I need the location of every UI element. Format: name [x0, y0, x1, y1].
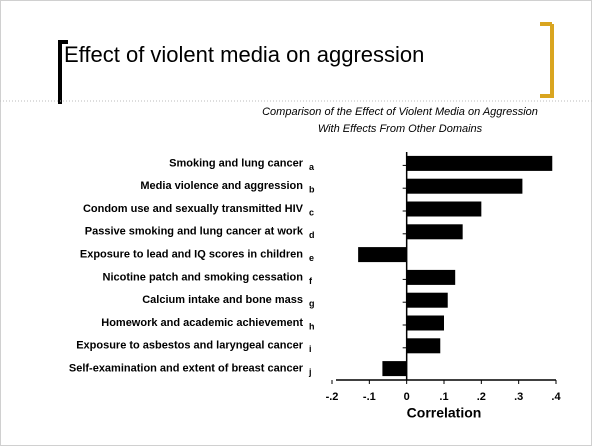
- bar: [406, 224, 463, 240]
- y-tick-letter: i: [309, 344, 312, 354]
- bar: [406, 201, 482, 217]
- y-tick-label: Condom use and sexually transmitted HIV: [83, 203, 304, 215]
- bar: [406, 338, 441, 354]
- chart-subtitle: Comparison of the Effect of Violent Medi…: [262, 106, 538, 135]
- bar: [406, 292, 448, 308]
- y-tick-letter: b: [309, 185, 315, 195]
- y-tick-letter: d: [309, 230, 315, 240]
- y-tick-letter: h: [309, 321, 315, 331]
- black-bracket: [58, 40, 68, 104]
- y-tick-label: Nicotine patch and smoking cessation: [103, 271, 304, 283]
- x-tick-label: 0: [404, 391, 410, 403]
- x-tick-label: .4: [551, 391, 561, 403]
- y-tick-label: Smoking and lung cancer: [169, 157, 304, 169]
- y-tick-letter: g: [309, 299, 315, 309]
- y-tick-letter: c: [309, 207, 314, 217]
- chart-subtitle-box: Comparison of the Effect of Violent Medi…: [262, 106, 538, 135]
- x-tick-label: .3: [514, 391, 523, 403]
- bar: [382, 361, 407, 377]
- y-tick-label: Self-examination and extent of breast ca…: [69, 363, 304, 375]
- y-tick-label: Calcium intake and bone mass: [142, 294, 303, 306]
- y-tick-letter: e: [309, 253, 314, 263]
- bar: [406, 155, 553, 171]
- bar: [406, 315, 444, 331]
- slide-title: Effect of violent media on aggression: [64, 42, 424, 67]
- bar: [406, 178, 523, 194]
- x-tick-label: .2: [477, 391, 486, 403]
- y-tick-letter: f: [309, 276, 313, 286]
- gold-bracket: [540, 22, 554, 98]
- y-tick-label: Passive smoking and lung cancer at work: [85, 226, 304, 238]
- y-tick-letter: j: [308, 367, 312, 377]
- x-tick-label: -.2: [326, 391, 339, 403]
- y-tick-label: Media violence and aggression: [140, 180, 303, 192]
- bar: [358, 247, 407, 263]
- bar: [406, 269, 456, 285]
- y-tick-label: Homework and academic achievement: [101, 317, 303, 329]
- y-tick-label: Exposure to asbestos and laryngeal cance…: [76, 340, 304, 352]
- x-tick-label: .1: [439, 391, 448, 403]
- x-tick-label: -.1: [363, 391, 376, 403]
- y-tick-label: Exposure to lead and IQ scores in childr…: [80, 249, 303, 261]
- x-axis-label: Correlation: [407, 405, 482, 421]
- y-tick-letter: a: [309, 162, 315, 172]
